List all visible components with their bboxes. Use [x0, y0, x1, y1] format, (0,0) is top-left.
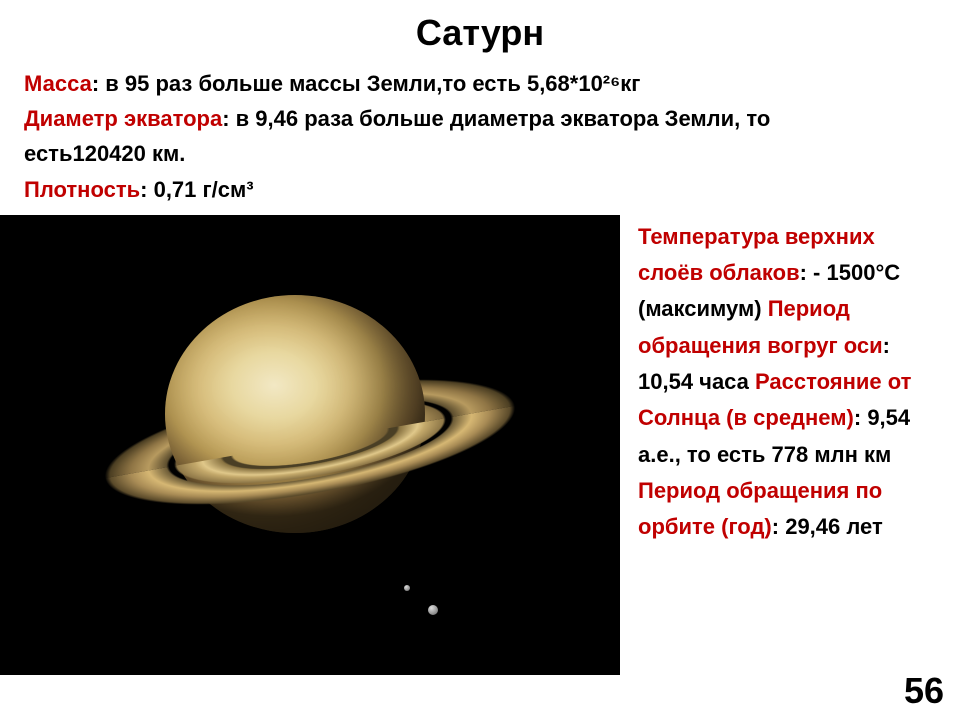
- density-label: Плотность: [24, 177, 140, 202]
- distance-value-1: :: [854, 405, 861, 430]
- saturn-image: [0, 215, 620, 675]
- diameter-line-1: Диаметр экватора: в 9,46 раза больше диа…: [24, 101, 936, 136]
- side-facts-block: Температура верхних слоёв облаков: - 150…: [620, 215, 960, 675]
- lower-row: Температура верхних слоёв облаков: - 150…: [0, 215, 960, 675]
- orbit-value: : 29,46 лет: [772, 514, 883, 539]
- density-value: : 0,71 г/см³: [140, 177, 253, 202]
- top-facts-block: Масса: в 95 раз больше массы Земли,то ес…: [0, 62, 960, 215]
- mass-line: Масса: в 95 раз больше массы Земли,то ес…: [24, 66, 936, 101]
- diameter-value-1: : в 9,46 раза больше диаметра экватора З…: [222, 106, 770, 131]
- diameter-line-2: есть120420 км.: [24, 136, 936, 171]
- mass-value: : в 95 раз больше массы Земли,то есть 5,…: [92, 71, 641, 96]
- density-line: Плотность: 0,71 г/см³: [24, 172, 936, 207]
- slide-title: Сатурн: [0, 0, 960, 62]
- mass-label: Масса: [24, 71, 92, 96]
- moon-2: [404, 585, 410, 591]
- page-number: 56: [904, 670, 944, 712]
- moon-1: [428, 605, 438, 615]
- temp-value-1: : -: [800, 260, 821, 285]
- diameter-label: Диаметр экватора: [24, 106, 222, 131]
